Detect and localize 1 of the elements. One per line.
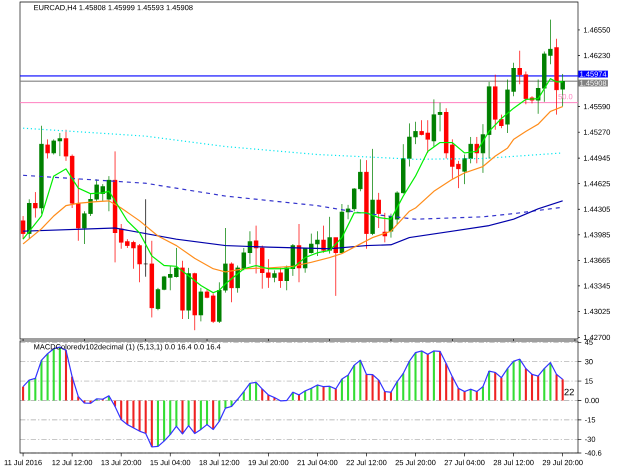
annotation: 22	[564, 388, 574, 396]
